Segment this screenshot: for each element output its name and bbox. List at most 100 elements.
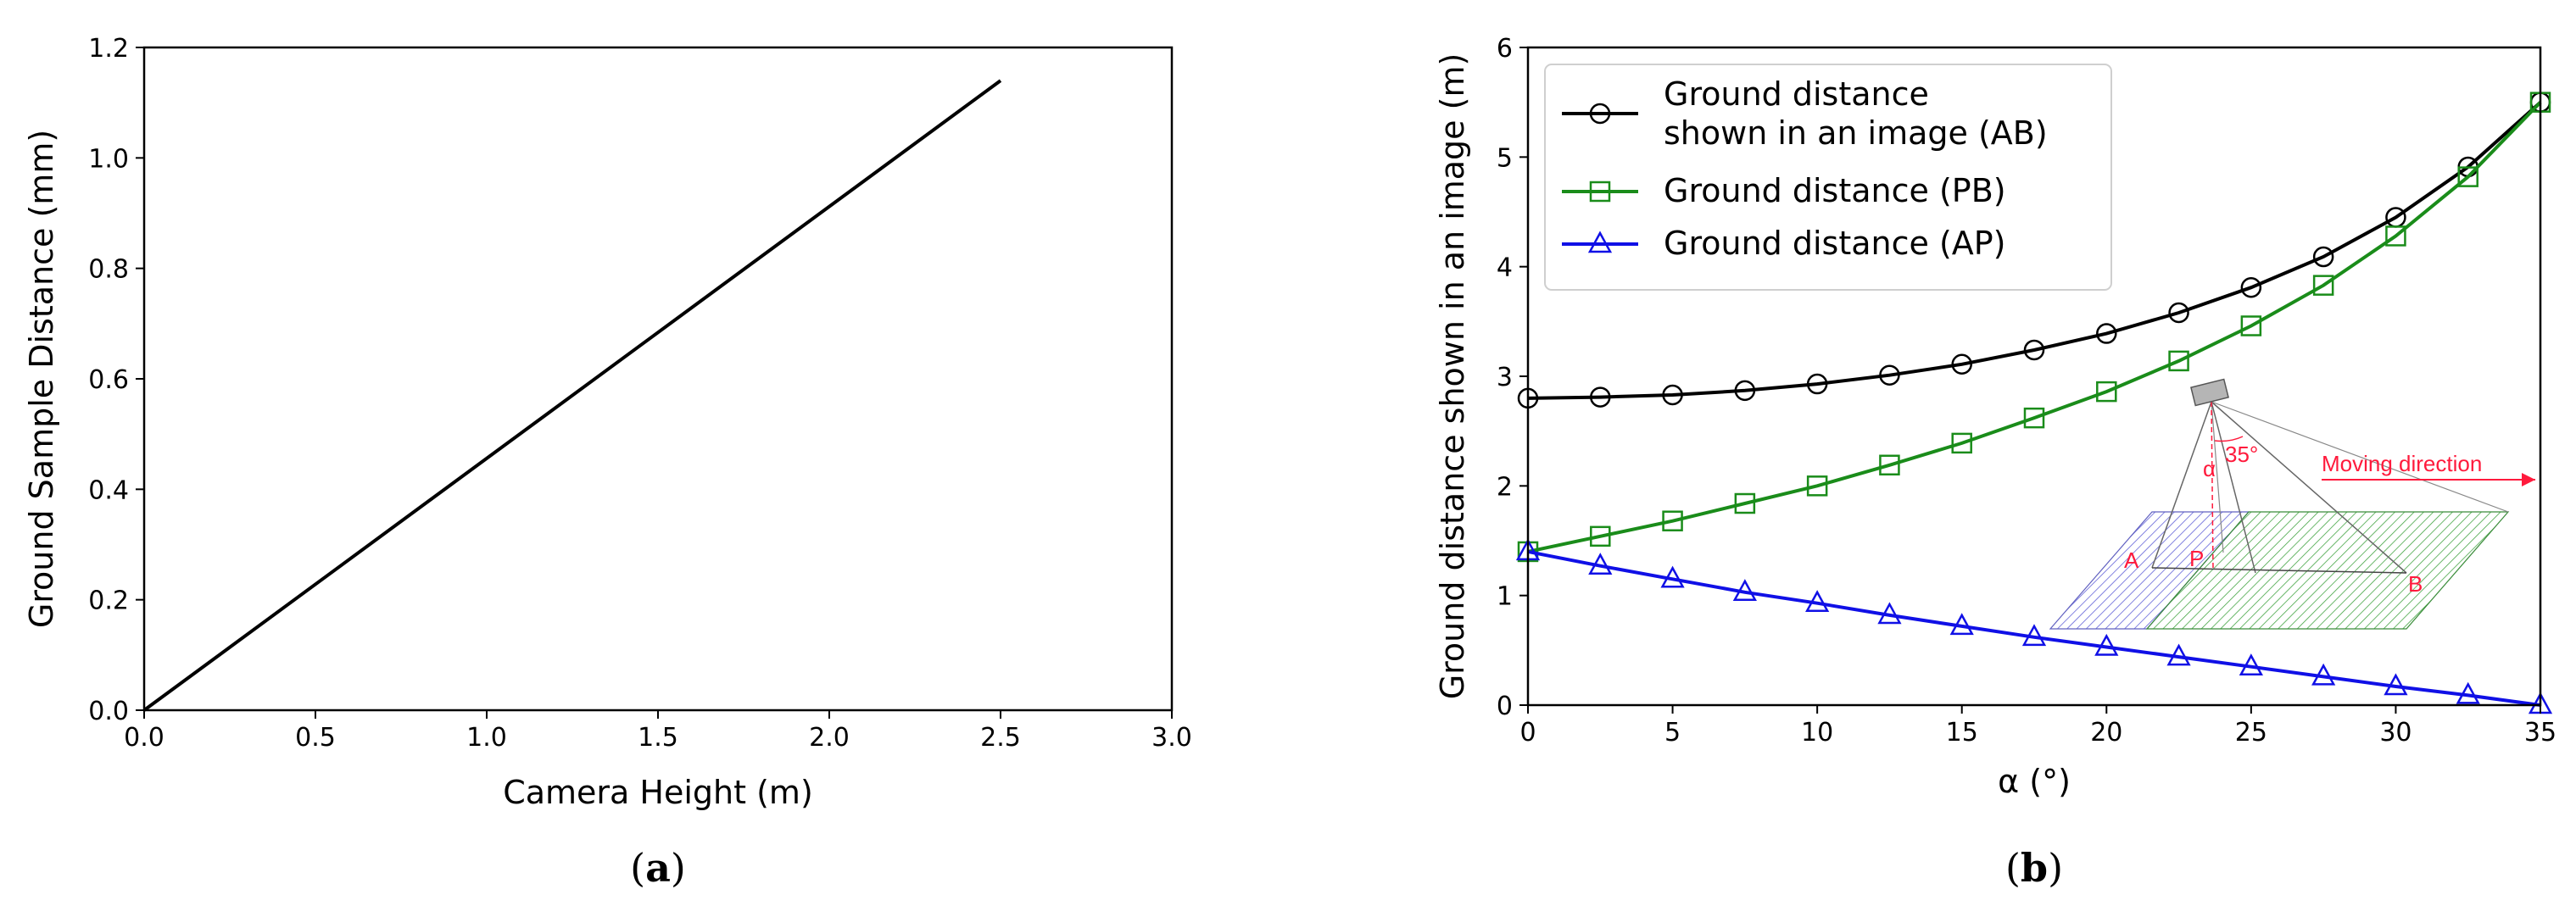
- inset-view-line-front: [2211, 401, 2224, 553]
- chart-b-marks: [1515, 92, 2553, 714]
- data-point-ap-8: [2094, 633, 2119, 656]
- data-point-ap-9: [2166, 643, 2191, 666]
- chart-a-marks: [142, 79, 1002, 712]
- series-line-ap: [1527, 549, 2541, 707]
- chart-a-xtick-label-2: 1.0: [466, 723, 507, 753]
- data-point-ap-1: [1588, 553, 1613, 575]
- data-point-ab-7: [2023, 339, 2045, 361]
- chart-b-panel-label: (b): [2005, 845, 2063, 891]
- chart-a-ytick-label-4: 0.8: [88, 255, 129, 285]
- data-point-ab-6: [1951, 353, 1972, 375]
- chart-a-ytick-label-2: 0.4: [88, 475, 129, 505]
- data-point-ap-10: [2239, 653, 2263, 675]
- chart-b-panel-open: (: [2005, 845, 2021, 891]
- inset-point-p: P: [2189, 546, 2204, 571]
- legend-label-pb: Ground distance (PB): [1664, 172, 2006, 209]
- legend-label-ap: Ground distance (AP): [1664, 225, 2006, 262]
- data-point-ap-7: [2021, 624, 2047, 647]
- data-point-ap-5: [1877, 602, 1902, 625]
- chart-b-ytick-label-1: 1: [1497, 582, 1513, 612]
- chart-b: 35° α Moving direction A P B 0 5 10 15 20 25 3…: [1434, 34, 2556, 891]
- chart-b-legend: Ground distance shown in an image (AB) Gr…: [1544, 64, 2112, 291]
- inset-angle-label: 35°: [2225, 442, 2258, 467]
- chart-b-ytick-label-3: 3: [1497, 363, 1513, 392]
- chart-b-ytick-label-2: 2: [1497, 472, 1513, 502]
- chart-a-series-line-0: [142, 79, 1002, 712]
- chart-a-ytick-label-3: 0.6: [88, 365, 129, 395]
- data-point-ab-10: [2240, 276, 2262, 298]
- legend-label-ab-line1: Ground distance: [1664, 75, 1929, 113]
- inset-point-a: A: [2124, 547, 2139, 573]
- chart-a-xtick-label-1: 0.5: [295, 723, 336, 753]
- inset-view-line-back: [2211, 401, 2509, 513]
- chart-b-ytick-label-4: 4: [1497, 253, 1513, 283]
- data-point-ab-3: [1734, 380, 1756, 402]
- data-point-ap-3: [1732, 579, 1757, 602]
- legend-label-ab-line2: shown in an image (AB): [1664, 114, 2048, 152]
- chart-b-xtick-label-1: 5: [1664, 718, 1681, 747]
- chart-a-xlabel: Camera Height (m): [503, 774, 813, 811]
- inset-angle-arc: [2214, 436, 2244, 442]
- chart-a-plot-frame: [142, 46, 1174, 712]
- inset-ground-line: [2151, 567, 2407, 574]
- legend-marker-ap: [1587, 231, 1613, 253]
- data-point-pb-12: [2385, 225, 2406, 247]
- chart-a-xtick-label-0: 0.0: [124, 723, 164, 753]
- inset-moving-direction: Moving direction: [2322, 451, 2482, 476]
- chart-b-xlabel: α (°): [1998, 763, 2071, 800]
- data-point-ab-9: [2168, 302, 2189, 324]
- series-line-pb: [1527, 101, 2542, 553]
- data-point-ap-12: [2384, 673, 2408, 696]
- chart-a-xtick-label-6: 3.0: [1151, 723, 1192, 753]
- inset-alpha-label: α: [2203, 456, 2216, 481]
- data-point-pb-9: [2168, 350, 2189, 372]
- chart-a-panel-letter: a: [645, 845, 671, 891]
- legend-entries: [1562, 103, 1638, 253]
- chart-b-xtick-label-6: 30: [2379, 718, 2412, 747]
- chart-a-ylabel: Ground Sample Distance (mm): [23, 130, 60, 628]
- data-point-ap-13: [2456, 681, 2480, 704]
- inset-view-line-center: [2211, 401, 2256, 574]
- chart-b-ylabel: Ground distance shown in an image (m): [1434, 53, 1471, 700]
- chart-b-ytick-label-6: 6: [1497, 34, 1513, 64]
- data-point-ab-1: [1590, 386, 1611, 408]
- chart-a-ytick-label-6: 1.2: [88, 34, 129, 64]
- data-point-ab-8: [2096, 323, 2117, 344]
- data-point-ap-11: [2311, 663, 2336, 686]
- chart-a-ticks: 0.0 0.5 1.0 1.5 2.0 2.5 3.0 0.0 0.2 0.4 0.6 0.8 1.0 1…: [88, 34, 1192, 753]
- data-point-ab-2: [1662, 384, 1683, 406]
- chart-a-ytick-label-5: 1.0: [88, 144, 129, 174]
- chart-a-panel-open: (: [630, 845, 645, 891]
- inset-view-line-b: [2211, 401, 2407, 574]
- chart-a-xtick-label-4: 2.0: [809, 723, 850, 753]
- legend-frame: [1544, 64, 2112, 291]
- chart-a-panel-close: ): [671, 845, 686, 891]
- chart-b-ytick-label-0: 0: [1497, 692, 1513, 721]
- inset-vertical-dashed: [2211, 401, 2214, 570]
- chart-a-ytick-label-0: 0.0: [88, 697, 129, 726]
- chart-a: 0.0 0.5 1.0 1.5 2.0 2.5 3.0 0.0 0.2 0.4 0.6 0.8 1.0 1…: [23, 34, 1192, 891]
- legend-label-ab: Ground distance shown in an image (AB): [1664, 75, 2048, 152]
- chart-a-xtick-label-3: 1.5: [638, 723, 678, 753]
- inset-diagram: 35° α Moving direction A P B: [2049, 378, 2535, 630]
- chart-b-panel-letter: b: [2021, 845, 2048, 891]
- chart-a-panel-label: (a): [630, 845, 686, 891]
- data-point-pb-11: [2312, 275, 2334, 296]
- inset-point-b: B: [2408, 571, 2423, 597]
- data-point-pb-3: [1734, 492, 1756, 514]
- data-point-pb-4: [1806, 475, 1828, 497]
- chart-b-xtick-label-3: 15: [1946, 718, 1978, 747]
- data-point-pb-6: [1951, 432, 1972, 454]
- data-point-ap-2: [1660, 565, 1685, 588]
- chart-b-ytick-label-5: 5: [1497, 143, 1513, 173]
- inset-camera: [2190, 378, 2229, 407]
- data-point-pb-1: [1590, 525, 1611, 547]
- data-point-ab-11: [2312, 246, 2334, 268]
- data-point-ab-4: [1806, 373, 1828, 395]
- series-line-ab: [1527, 101, 2542, 400]
- data-point-pb-2: [1662, 510, 1683, 531]
- chart-b-panel-close: ): [2048, 845, 2063, 891]
- data-point-ap-6: [1949, 613, 1974, 636]
- chart-b-xtick-label-5: 25: [2235, 718, 2267, 747]
